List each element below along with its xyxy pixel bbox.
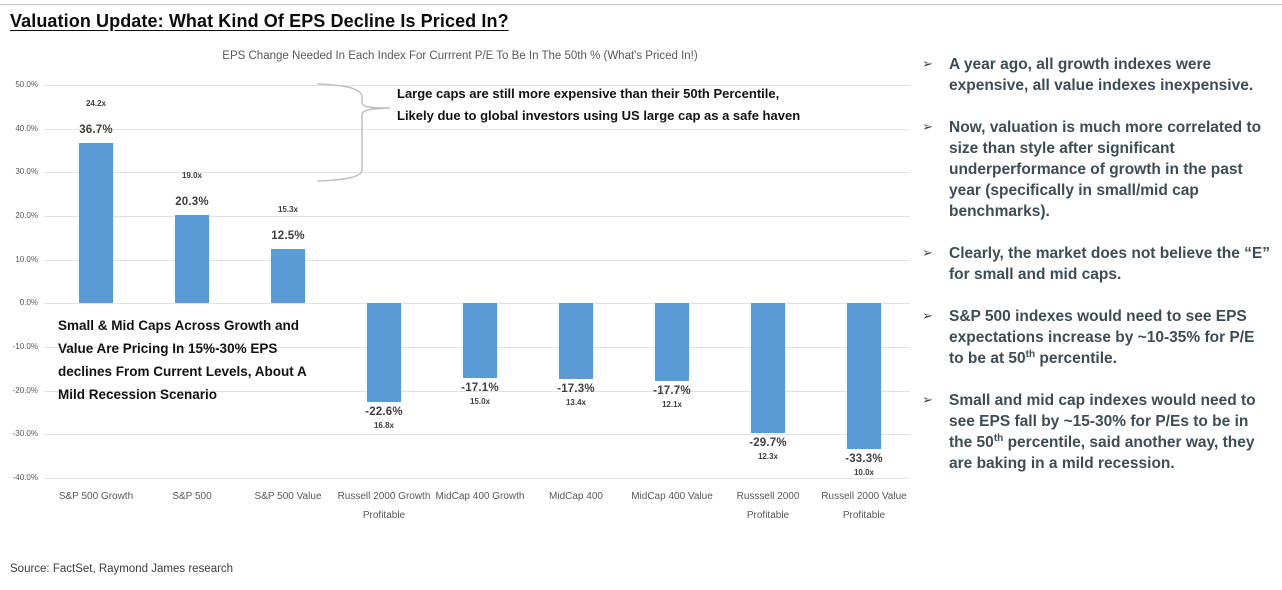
gridline xyxy=(44,434,910,436)
gridline xyxy=(44,478,910,479)
y-axis-tick-label: 30.0% xyxy=(15,167,38,177)
bar xyxy=(847,303,881,449)
page-title: Valuation Update: What Kind Of EPS Decli… xyxy=(10,11,509,31)
bar xyxy=(367,303,401,402)
bar-pe-multiple-label: 16.8x xyxy=(373,421,395,431)
bar-pe-multiple-label: 10.0x xyxy=(853,467,875,477)
bullet-item: ➢ Clearly, the market does not believe th… xyxy=(922,243,1278,285)
y-axis-tick-label: 0.0% xyxy=(19,298,38,308)
bullet-text: A year ago, all growth indexes were expe… xyxy=(949,56,1254,94)
arrow-bullet-icon: ➢ xyxy=(922,119,933,134)
arrow-bullet-icon: ➢ xyxy=(922,56,933,71)
annotation-small-mid-caps: Small & Mid Caps Across Growth and Value… xyxy=(58,314,307,406)
bar-value-label: -22.6% xyxy=(365,406,403,419)
y-axis-tick-label: -10.0% xyxy=(12,342,38,351)
annotation-line: Likely due to global investors using US … xyxy=(397,108,801,123)
y-axis-tick-label: -40.0% xyxy=(12,473,38,482)
bar-pe-multiple-label: 15.3x xyxy=(277,204,299,214)
annotation-line: declines From Current Levels, About A xyxy=(58,364,307,379)
bar-value-label: -17.7% xyxy=(653,384,691,397)
x-axis-category-label: MidCap 400 xyxy=(549,491,603,502)
chart-title: EPS Change Needed In Each Index For Curr… xyxy=(222,50,698,62)
x-axis-category-label: MidCap 400 Value xyxy=(631,491,713,502)
eps-bar-chart: EPS Change Needed In Each Index For Curr… xyxy=(12,50,910,521)
bar xyxy=(751,303,785,434)
gridline xyxy=(44,216,910,217)
annotation-line: Value Are Pricing In 15%-30% EPS xyxy=(58,341,278,356)
x-axis-category-label: S&P 500 xyxy=(172,491,212,502)
bar-value-label: -29.7% xyxy=(749,437,787,450)
x-axis-category-label: S&P 500 Value xyxy=(254,491,322,502)
bar xyxy=(79,143,113,304)
bar xyxy=(559,303,593,379)
bar-pe-multiple-label: 13.4x xyxy=(565,397,587,407)
bar-value-label: 20.3% xyxy=(175,195,209,208)
source-note: Source: FactSet, Raymond James research xyxy=(10,563,234,575)
annotation-line: Large caps are still more expensive than… xyxy=(397,86,780,101)
y-axis-tick-label: -30.0% xyxy=(12,429,38,439)
bar-value-label: 12.5% xyxy=(271,229,305,242)
y-axis-tick-label: -20.0% xyxy=(12,385,38,395)
bar-pe-multiple-label: 12.3x xyxy=(757,452,779,462)
x-axis-category-label: S&P 500 Growth xyxy=(58,491,134,502)
bar xyxy=(175,214,209,304)
bar-value-label: 36.7% xyxy=(79,124,113,137)
bar-value-label: -17.1% xyxy=(461,382,499,394)
gridline xyxy=(44,172,910,174)
arrow-bullet-icon: ➢ xyxy=(922,245,933,260)
y-axis-tick-label: 50.0% xyxy=(15,80,38,89)
bullet-text: Clearly, the market does not believe the… xyxy=(949,245,1271,283)
y-axis-tick-label: 40.0% xyxy=(15,123,38,133)
annotation-large-caps: Large caps are still more expensive than… xyxy=(397,83,800,127)
gridline xyxy=(44,390,910,392)
y-axis-tick-label: 10.0% xyxy=(15,254,38,264)
annotation-line: Small & Mid Caps Across Growth and xyxy=(58,318,300,333)
bar-pe-multiple-label: 12.1x xyxy=(661,399,683,409)
bar-value-label: -17.3% xyxy=(557,382,595,395)
bar-value-label: -33.3% xyxy=(845,452,883,465)
y-axis-tick-label: 20.0% xyxy=(15,211,38,220)
top-divider xyxy=(0,4,1282,5)
bar-pe-multiple-label: 19.0x xyxy=(181,170,203,180)
arrow-bullet-icon: ➢ xyxy=(922,392,933,407)
bullet-text: Small and mid cap indexes would need to … xyxy=(949,392,1256,472)
gridline xyxy=(44,259,910,261)
bar xyxy=(463,303,497,378)
curly-brace-icon xyxy=(317,83,391,182)
bullet-item: ➢ Small and mid cap indexes would need to… xyxy=(922,390,1278,474)
bullet-text: S&P 500 indexes would need to see EPS ex… xyxy=(949,308,1255,367)
x-axis-category-label: Russell 2000 Value Profitable xyxy=(821,491,907,521)
bullet-item: ➢ A year ago, all growth indexes were exp… xyxy=(922,54,1278,96)
gridline xyxy=(44,85,910,86)
bar-pe-multiple-label: 15.0x xyxy=(469,397,491,406)
annotation-line: Mild Recession Scenario xyxy=(58,387,218,402)
gridline xyxy=(44,128,910,130)
bar xyxy=(271,248,305,304)
bullet-text: Now, valuation is much more correlated t… xyxy=(949,119,1262,220)
bar-pe-multiple-label: 24.2x xyxy=(85,99,107,109)
bullet-item: ➢ S&P 500 indexes would need to see EPS e… xyxy=(922,306,1278,369)
x-axis-category-label: Russell 2000 Growth Profitable xyxy=(337,491,431,521)
bullet-item: ➢ Now, valuation is much more correlated … xyxy=(922,117,1278,222)
commentary-panel: ➢ A year ago, all growth indexes were exp… xyxy=(922,54,1278,495)
bar xyxy=(655,303,689,381)
arrow-bullet-icon: ➢ xyxy=(922,308,933,323)
x-axis-category-label: Russsell 2000 Profitable xyxy=(736,491,800,521)
x-axis-category-label: MidCap 400 Growth xyxy=(435,491,525,502)
